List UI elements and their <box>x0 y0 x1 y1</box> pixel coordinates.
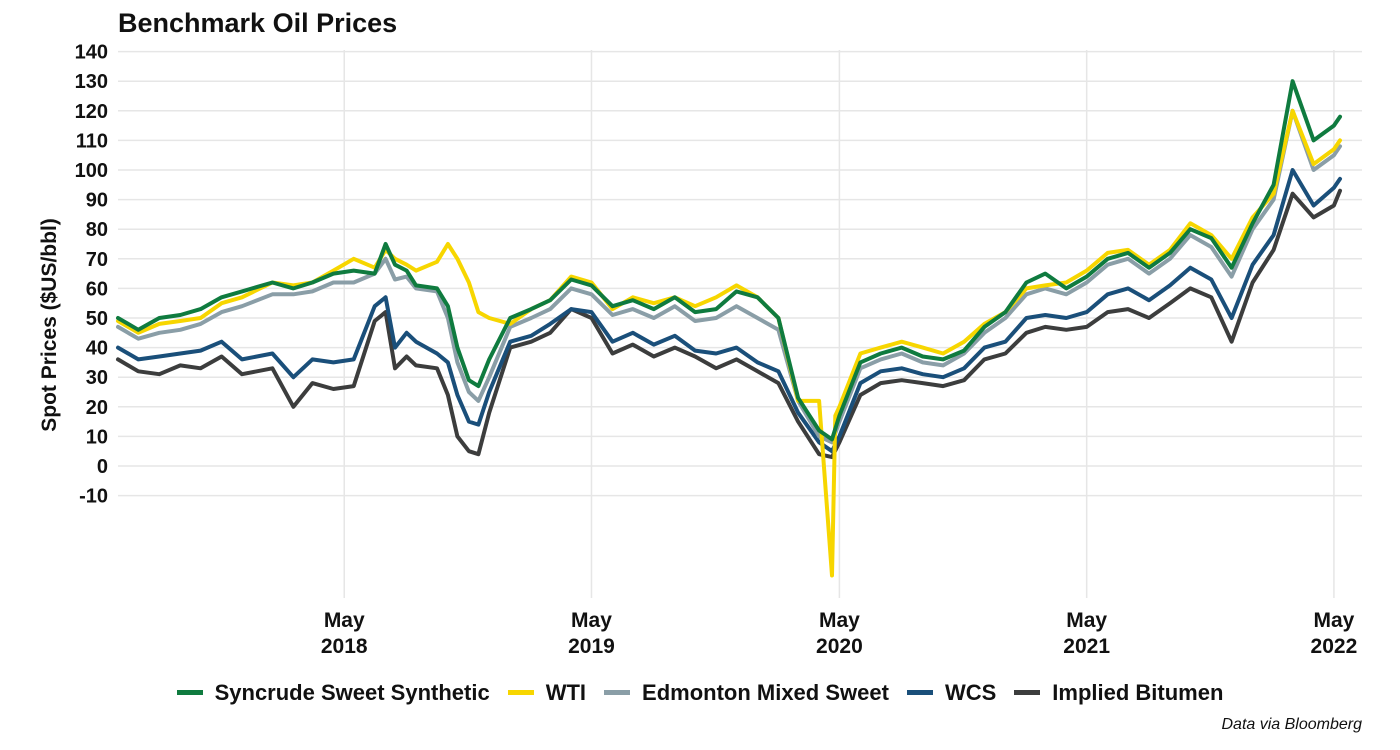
legend-label: WTI <box>545 680 587 705</box>
y-tick-label: 70 <box>86 249 108 271</box>
x-tick-label-month: May <box>819 609 860 632</box>
y-tick-label: 90 <box>86 190 108 212</box>
legend: Syncrude Sweet Synthetic WTI Edmonton Mixe… <box>0 680 1400 706</box>
y-tick-label: 100 <box>75 160 108 182</box>
legend-label: Syncrude Sweet Synthetic <box>214 680 490 705</box>
y-axis-label: Spot Prices ($US/bbl) <box>38 218 61 432</box>
series-line-wcs <box>116 168 1342 454</box>
x-tick-label-month: May <box>571 609 612 632</box>
x-tick-label-year: 2020 <box>816 635 863 658</box>
grid-lines <box>118 50 1362 598</box>
legend-swatch <box>604 689 631 695</box>
y-tick-label: 10 <box>86 426 108 448</box>
y-tick-label: 50 <box>86 308 108 330</box>
y-tick-label: 60 <box>86 278 108 300</box>
x-tick-label-month: May <box>324 609 365 632</box>
y-tick-label: 0 <box>97 456 108 478</box>
y-tick-label: 40 <box>86 338 108 360</box>
series-line-syncrude-sweet-synthetic <box>116 79 1342 442</box>
y-tick-label: 80 <box>86 219 108 241</box>
x-tick-label-year: 2019 <box>568 635 615 658</box>
series-line-edmonton-mixed-sweet <box>116 108 1342 445</box>
legend-swatch <box>906 689 933 695</box>
x-tick-label-month: May <box>1313 609 1354 632</box>
series-line-wti <box>116 108 1342 578</box>
legend-item: Implied Bitumen <box>1014 680 1223 706</box>
y-tick-label: 30 <box>86 367 108 389</box>
series-lines <box>116 79 1342 578</box>
y-tick-label: -10 <box>79 486 108 508</box>
x-tick-label-month: May <box>1066 609 1107 632</box>
legend-label: WCS <box>944 680 997 705</box>
legend-item: WCS <box>906 680 997 706</box>
y-tick-label: 130 <box>75 71 108 93</box>
y-tick-label: 140 <box>75 42 108 64</box>
legend-label: Edmonton Mixed Sweet <box>642 680 889 705</box>
legend-swatch <box>1014 689 1041 695</box>
legend-swatch <box>507 689 534 695</box>
y-tick-label: 20 <box>86 397 108 419</box>
chart-title: Benchmark Oil Prices <box>118 8 398 38</box>
x-tick-label-year: 2021 <box>1063 635 1110 658</box>
x-tick-labels: May 2018 May 2019 May 2020 May 2021 May 2022 <box>321 609 1357 658</box>
legend-item: Edmonton Mixed Sweet <box>604 680 889 706</box>
source-caption: Data via Bloomberg <box>1221 716 1362 733</box>
y-tick-label: 120 <box>75 101 108 123</box>
legend-label: Implied Bitumen <box>1052 680 1224 705</box>
x-tick-label-year: 2018 <box>321 635 368 658</box>
x-tick-label-year: 2022 <box>1311 635 1358 658</box>
legend-item: WTI <box>507 680 587 706</box>
legend-swatch <box>176 689 203 695</box>
series-line-implied-bitumen <box>116 188 1342 460</box>
legend-item: Syncrude Sweet Synthetic <box>176 680 490 706</box>
y-tick-label: 110 <box>76 130 108 152</box>
